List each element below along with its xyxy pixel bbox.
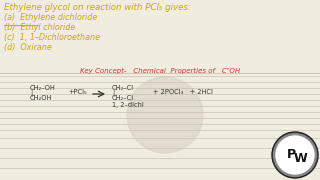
Text: CH₂–OH: CH₂–OH [30,85,56,91]
Text: + 2POCl₃   + 2HCl: + 2POCl₃ + 2HCl [153,89,213,95]
Circle shape [276,136,314,174]
Text: (c)  1, 1–Dichloroethane: (c) 1, 1–Dichloroethane [4,33,100,42]
Text: Ethylene glycol on reaction with PCl₅ gives:: Ethylene glycol on reaction with PCl₅ gi… [4,3,191,12]
Text: Key Concept-   Chemical  Properties of   CⁿOH: Key Concept- Chemical Properties of CⁿOH [80,68,240,74]
Circle shape [274,134,316,177]
Text: W: W [294,152,308,165]
Text: |: | [30,90,32,97]
Text: P: P [286,147,296,161]
Text: CH₂–Cl: CH₂–Cl [112,85,134,91]
Text: |: | [112,90,114,97]
Text: +PCl₅: +PCl₅ [68,89,87,95]
Circle shape [272,132,318,178]
Text: (d)  Oxirane: (d) Oxirane [4,43,52,52]
Text: (a)  Ethylene dichloride: (a) Ethylene dichloride [4,13,97,22]
Circle shape [127,77,203,153]
Text: (b)  Ethyl chloride: (b) Ethyl chloride [4,23,75,32]
Text: CH₂OH: CH₂OH [30,95,52,101]
Text: 1, 2–dichl: 1, 2–dichl [112,102,144,108]
Text: CH₂–Cl: CH₂–Cl [112,95,134,101]
